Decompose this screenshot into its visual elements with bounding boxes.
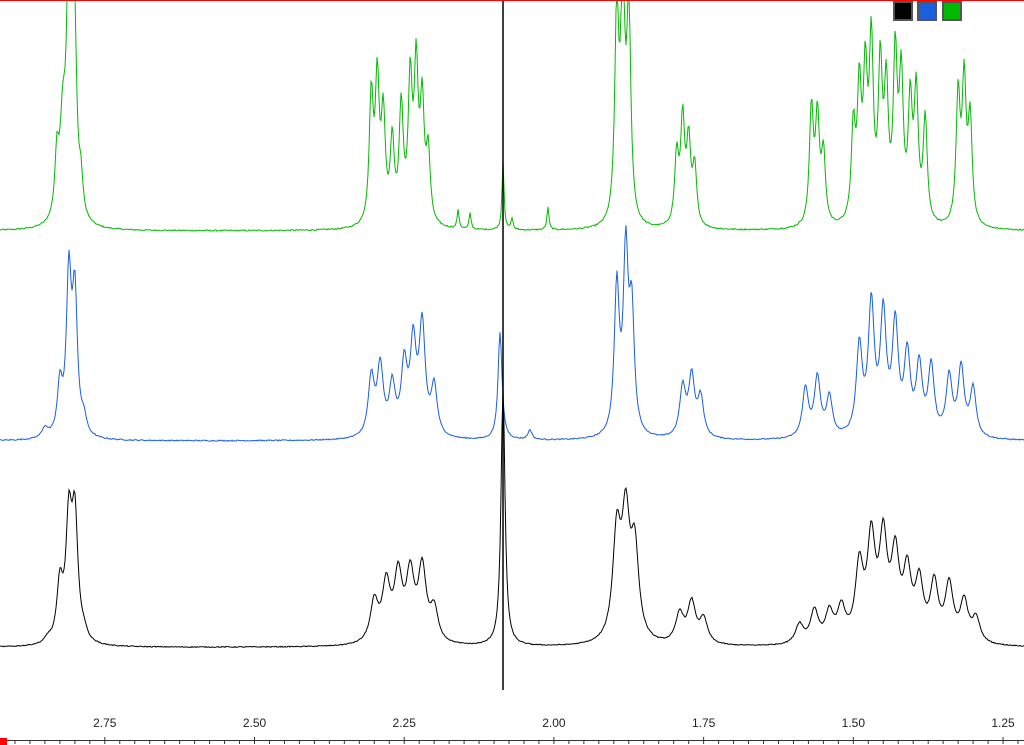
spectrum-green (0, 0, 1024, 232)
x-tick-label: 1.50 (842, 716, 866, 730)
x-tick-label: 2.75 (93, 716, 117, 730)
x-axis: 2.75 2.50 2.25 2.00 1.75 1.50 1.25 (0, 716, 1024, 744)
color-swatch-green[interactable] (942, 1, 962, 21)
spectrum-blue (0, 225, 1024, 442)
color-swatch-blue[interactable] (917, 1, 937, 21)
spectrum-black (0, 388, 1024, 649)
x-tick-label: 1.25 (991, 716, 1015, 730)
spectrum-traces (0, 0, 1024, 649)
x-tick-label: 2.00 (542, 716, 566, 730)
x-tick-label: 2.25 (393, 716, 417, 730)
x-tick-label: 2.50 (243, 716, 267, 730)
x-tick-label: 1.75 (692, 716, 716, 730)
position-marker (0, 738, 7, 745)
color-swatch-black[interactable] (893, 1, 913, 21)
